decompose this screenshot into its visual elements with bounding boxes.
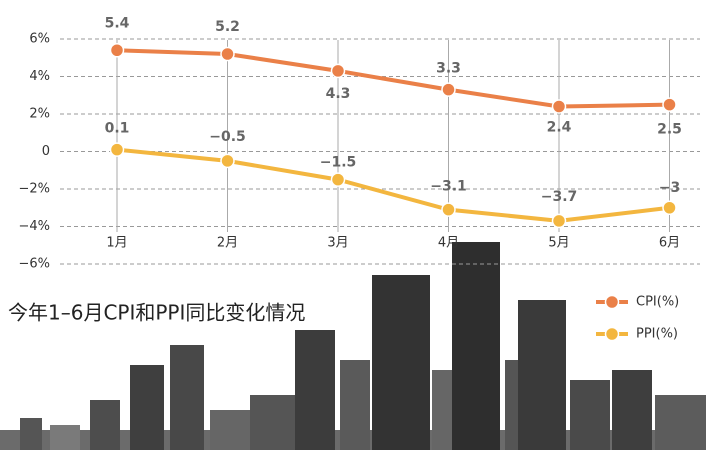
y-tick-label: 6% (29, 32, 50, 47)
data-label: 4.3 (326, 86, 351, 102)
data-point (441, 202, 456, 217)
data-label: 2.4 (547, 120, 572, 136)
data-point (109, 142, 125, 157)
y-tick-label: −2% (18, 182, 50, 197)
x-tick-label: 5月 (548, 236, 569, 251)
data-label: 2.5 (657, 122, 682, 138)
legend-label: CPI(%) (636, 295, 679, 310)
data-point (551, 213, 567, 229)
x-tick-label: 4月 (438, 236, 459, 251)
data-point (220, 46, 235, 62)
series-line (116, 48, 670, 109)
data-label: 5.4 (105, 15, 130, 31)
legend-marker (604, 294, 620, 310)
data-point (109, 43, 125, 58)
legend-marker (604, 326, 620, 342)
data-label: −0.5 (209, 129, 246, 145)
y-tick-label: 4% (29, 69, 50, 84)
series-line (116, 147, 670, 223)
data-point (662, 97, 677, 112)
data-label: −3.7 (541, 189, 578, 205)
data-point (330, 63, 346, 79)
y-tick-label: −6% (18, 257, 50, 272)
data-point (551, 99, 567, 114)
data-label: −3 (659, 180, 680, 196)
data-label: −1.5 (320, 155, 357, 171)
chart-title: 今年1–6月CPI和PPI同比变化情况 (8, 301, 305, 325)
data-label: 0.1 (105, 121, 130, 137)
data-label: 5.2 (215, 19, 240, 35)
data-point (220, 153, 235, 169)
data-label: 3.3 (436, 61, 461, 77)
x-tick-label: 1月 (106, 236, 127, 251)
x-tick-label: 3月 (327, 236, 348, 251)
data-label: −3.1 (430, 179, 467, 195)
x-tick-label: 2月 (217, 236, 238, 251)
y-tick-label: 2% (29, 107, 50, 122)
data-point (330, 172, 346, 187)
data-point (662, 200, 677, 215)
y-tick-label: 0 (42, 144, 50, 159)
y-tick-label: −4% (18, 219, 50, 234)
x-tick-label: 6月 (659, 236, 680, 251)
legend-label: PPI(%) (636, 327, 678, 342)
skyline-background (0, 242, 706, 450)
data-point (441, 82, 456, 97)
